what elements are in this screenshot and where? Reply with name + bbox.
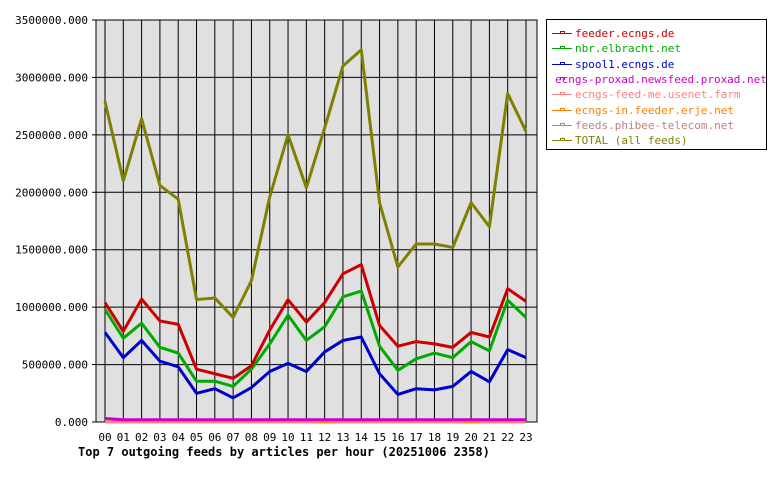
x-tick-label: 08	[245, 431, 258, 444]
x-tick-label: 14	[355, 431, 369, 444]
x-tick-label: 07	[227, 431, 240, 444]
x-tick-label: 13	[336, 431, 349, 444]
series-line	[103, 289, 528, 388]
legend-item: feeds.phibee-telecom.net	[552, 118, 766, 133]
y-tick-label: 0.000	[55, 416, 88, 429]
legend-label: TOTAL (all feeds)	[575, 134, 688, 148]
y-tick-label: 1000000.000	[15, 301, 88, 314]
legend: feeder.ecngs.de nbr.elbracht.net spool1.ec…	[546, 19, 767, 150]
x-tick-label: 18	[428, 431, 441, 444]
series-lines	[103, 48, 528, 424]
x-tick-label: 06	[208, 431, 221, 444]
legend-item: ecngs-proxad.newsfeed.proxad.net	[552, 72, 767, 87]
y-tick-label: 3000000.000	[15, 71, 88, 84]
legend-swatch-icon	[552, 122, 572, 126]
x-tick-label: 21	[483, 431, 496, 444]
series-line	[103, 263, 527, 380]
legend-label: spool1.ecngs.de	[575, 57, 675, 71]
x-tick-label: 11	[300, 431, 313, 444]
series-line	[103, 331, 527, 400]
y-axis: 0.000 500000.000 1000000.000 1500000.000 200…	[15, 14, 96, 429]
x-tick-label: 00	[98, 431, 111, 444]
x-tick-label: 09	[263, 431, 276, 444]
legend-swatch-icon	[552, 138, 572, 142]
x-tick-label: 16	[391, 431, 404, 444]
legend-item: nbr.elbracht.net	[552, 41, 766, 56]
x-tick-label: 02	[135, 431, 148, 444]
x-tick-label: 20	[464, 431, 477, 444]
x-tick-label: 01	[117, 431, 130, 444]
legend-item: spool1.ecngs.de	[552, 57, 766, 72]
y-tick-label: 3500000.000	[15, 14, 88, 27]
legend-swatch-icon	[552, 61, 572, 65]
x-tick-label: 10	[281, 431, 294, 444]
chart-title: Top 7 outgoing feeds by articles per hou…	[78, 445, 490, 459]
legend-label: feeder.ecngs.de	[575, 27, 675, 41]
x-tick-label: 22	[501, 431, 514, 444]
legend-swatch-icon	[552, 107, 572, 111]
y-tick-label: 2000000.000	[15, 186, 88, 199]
legend-label: ecngs-proxad.newsfeed.proxad.net	[555, 73, 767, 87]
legend-item: ecngs-in.feeder.erje.net	[552, 102, 766, 117]
x-tick-label: 19	[446, 431, 459, 444]
x-tick-label: 12	[318, 431, 331, 444]
legend-item: TOTAL (all feeds)	[552, 133, 766, 148]
x-tick-label: 05	[190, 431, 203, 444]
y-tick-label: 2500000.000	[15, 129, 88, 142]
series-line	[103, 48, 528, 319]
y-tick-label: 500000.000	[22, 359, 88, 372]
legend-label: nbr.elbracht.net	[575, 42, 681, 56]
series-line	[104, 417, 526, 422]
x-tick-label: 15	[373, 431, 386, 444]
legend-swatch-icon	[552, 46, 572, 50]
x-axis: 00 01 02 03 04 05 06 07 08 09 10 11 12 13 14 15 16 17 18 19…	[98, 431, 532, 444]
x-tick-label: 23	[519, 431, 532, 444]
y-tick-label: 1500000.000	[15, 244, 88, 257]
x-tick-label: 04	[172, 431, 186, 444]
legend-item: feeder.ecngs.de	[552, 26, 766, 41]
legend-item: ecngs-feed-me.usenet.farm	[552, 87, 766, 102]
legend-label: ecngs-in.feeder.erje.net	[575, 103, 734, 117]
x-tick-label: 03	[153, 431, 166, 444]
legend-label: ecngs-feed-me.usenet.farm	[575, 88, 741, 102]
legend-label: feeds.phibee-telecom.net	[575, 118, 734, 132]
legend-swatch-icon	[552, 31, 572, 35]
x-tick-label: 17	[410, 431, 423, 444]
legend-swatch-icon	[552, 92, 572, 96]
